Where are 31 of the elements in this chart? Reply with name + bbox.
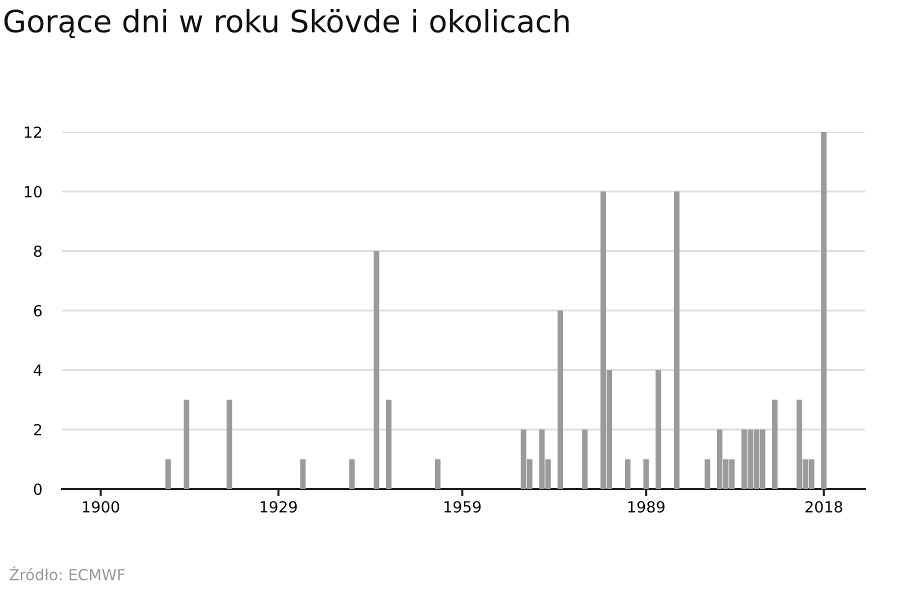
bar <box>184 400 190 489</box>
bar <box>374 251 380 489</box>
y-tick-label: 0 <box>34 483 42 496</box>
y-tick-label: 2 <box>34 424 42 436</box>
y-tick-label: 8 <box>34 245 42 258</box>
bar <box>582 430 588 489</box>
bar <box>704 459 710 489</box>
text: Źródło: ECMWF <box>10 566 125 580</box>
y-tick-label: 10 <box>24 186 42 198</box>
bar <box>643 459 649 489</box>
x-tick-label: 1989 <box>628 501 664 513</box>
bar <box>656 370 662 489</box>
x-tick-label: 1959 <box>444 501 481 513</box>
bar <box>165 459 171 489</box>
bar <box>674 192 680 489</box>
bar <box>558 310 564 489</box>
bar <box>226 400 232 489</box>
bar <box>300 459 306 489</box>
y-tick-label: 12 <box>24 126 42 138</box>
bar <box>435 459 441 489</box>
bar <box>624 459 630 489</box>
bar <box>349 459 355 489</box>
y-tick-label: 4 <box>34 364 42 376</box>
bar <box>772 400 778 489</box>
x-tick-label: 1929 <box>260 501 297 513</box>
chart-title: Gorące dni w roku Skövde i okolicach <box>4 9 569 38</box>
y-tick-label: 6 <box>34 304 42 317</box>
bar <box>821 132 827 489</box>
x-tick-label: 1900 <box>82 501 120 513</box>
x-tick-label: 2018 <box>806 501 842 513</box>
bar <box>386 400 392 489</box>
